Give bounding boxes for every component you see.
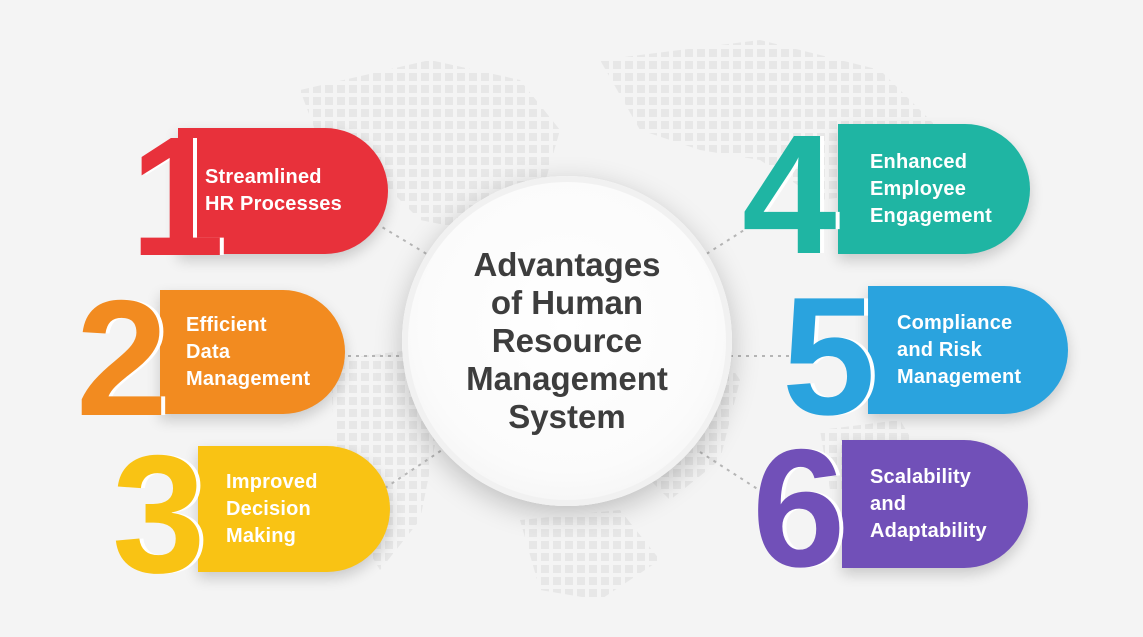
advantage-number-3: 3 (112, 420, 206, 608)
advantage-pill-6: Scalability and Adaptability (842, 440, 1028, 568)
connector-lines (340, 214, 800, 498)
advantage-number-6: 6 (752, 414, 846, 602)
advantage-number-1: 1 (130, 102, 225, 292)
center-title: Advantages of Human Resource Management … (466, 246, 668, 435)
advantage-pill-2: Efficient Data Management (160, 290, 345, 414)
advantage-label-3: Improved Decision Making (226, 470, 318, 547)
advantage-label-2: Efficient Data Management (186, 313, 311, 390)
advantage-pill-4: Enhanced Employee Engagement (838, 124, 1030, 254)
advantage-pill-5: Compliance and Risk Management (868, 286, 1068, 414)
advantage-label-6: Scalability and Adaptability (870, 465, 987, 542)
advantage-label-1: Streamlined HR Processes (205, 166, 342, 215)
center-circle: Advantages of Human Resource Management … (402, 176, 732, 506)
advantage-pill-3: Improved Decision Making (198, 446, 390, 572)
advantage-label-4: Enhanced Employee Engagement (870, 150, 993, 227)
advantage-pill-1: Streamlined HR Processes (178, 128, 388, 254)
advantage-label-5: Compliance and Risk Management (897, 311, 1022, 388)
advantage-number-2: 2 (76, 266, 168, 450)
advantage-number-5: 5 (782, 262, 876, 450)
advantage-number-4: 4 (742, 100, 837, 290)
